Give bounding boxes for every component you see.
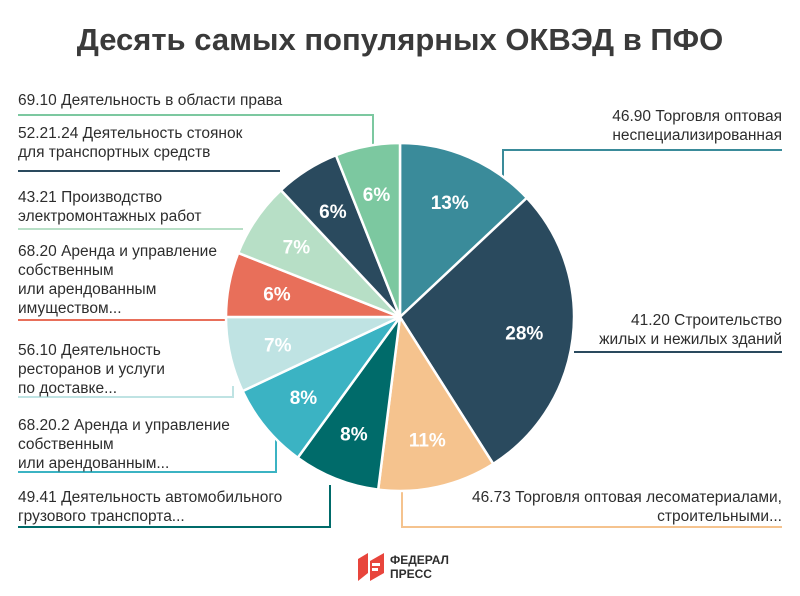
leader-line	[18, 114, 374, 146]
slice-category-label: 68.20.2 Аренда и управление собственным ил…	[18, 417, 230, 472]
pie-slice	[376, 313, 495, 493]
slice-percent-label: 13%	[431, 193, 469, 214]
logo-text: ФЕДЕРАЛ ПРЕСС	[390, 553, 449, 581]
leader-line	[18, 386, 234, 398]
slice-category-label: 49.41 Деятельность автомобильного грузово…	[18, 489, 282, 525]
pie-slice	[334, 141, 402, 318]
slice-category-label: 56.10 Деятельность ресторанов и услуги по …	[18, 342, 165, 397]
logo-line-2: ПРЕСС	[390, 567, 432, 581]
slice-category-label: 52.21.24 Деятельность стоянок для транспо…	[18, 125, 243, 161]
leader-line	[401, 490, 782, 528]
leader-line	[18, 440, 277, 473]
slice-percent-label: 7%	[283, 238, 311, 259]
pie-slice	[398, 141, 529, 320]
leader-line	[502, 149, 782, 176]
slice-percent-label: 6%	[363, 185, 391, 206]
slice-percent-label: 6%	[319, 202, 347, 223]
slice-category-label: 43.21 Производство электромонтажных работ	[18, 189, 202, 225]
leader-line	[18, 485, 331, 528]
slice-category-label: 69.10 Деятельность в области права	[18, 92, 283, 109]
slice-percent-label: 28%	[505, 324, 543, 345]
logo-mark-icon	[358, 553, 384, 581]
slice-category-label: 41.20 Строительство жилых и нежилых здани…	[599, 312, 782, 348]
chart-title: Десять самых популярных ОКВЭД в ПФО	[76, 22, 724, 57]
logo-line-1: ФЕДЕРАЛ	[390, 553, 449, 567]
slice-category-label: 68.20 Аренда и управление собственным или …	[18, 243, 217, 317]
slice-percent-label: 8%	[290, 388, 318, 409]
slice-category-label: 46.73 Торговля оптовая лесоматериалами, с…	[472, 489, 782, 525]
slice-percent-label: 8%	[340, 424, 368, 445]
slice-percent-label: 7%	[264, 335, 292, 356]
pie-slice	[398, 196, 576, 466]
slice-percent-label: 6%	[263, 285, 291, 306]
slice-category-label: 46.90 Торговля оптовая неспециализированн…	[612, 108, 782, 144]
slice-percent-label: 11%	[409, 430, 446, 451]
